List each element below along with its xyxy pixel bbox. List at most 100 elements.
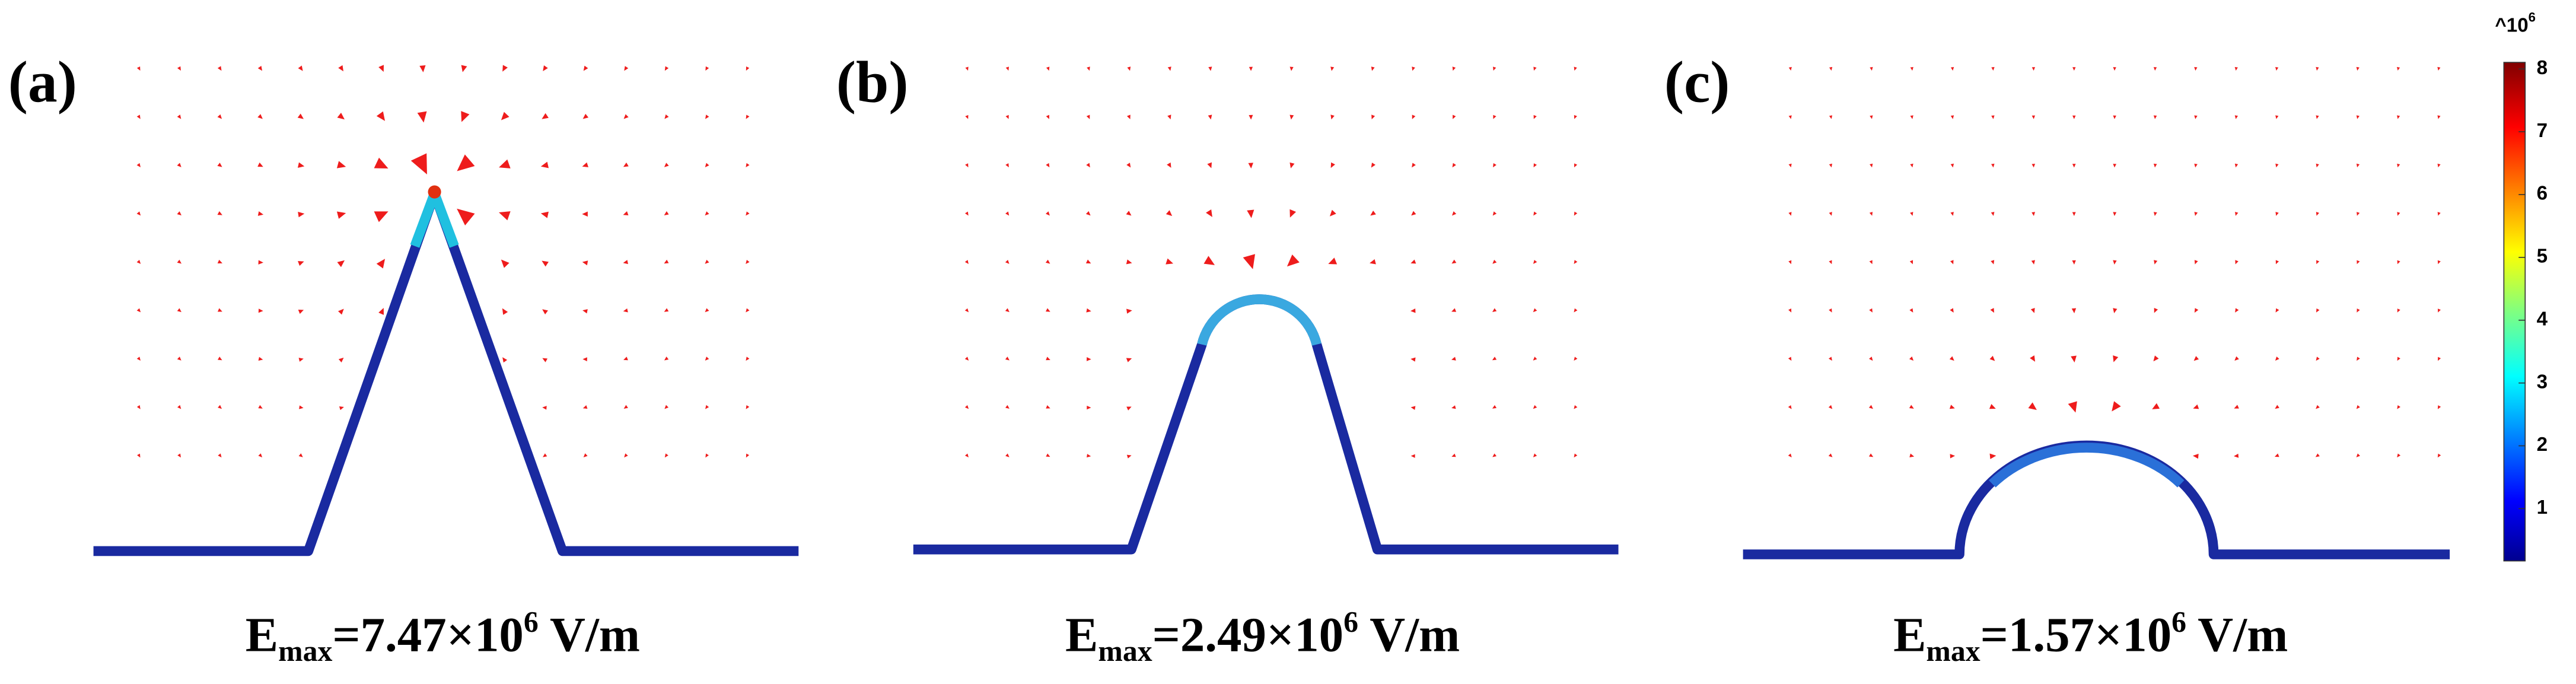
- field-arrow: [2316, 212, 2320, 216]
- field-arrow: [2030, 308, 2035, 313]
- field-arrow: [336, 161, 346, 168]
- field-arrow: [2234, 356, 2239, 361]
- field-arrow: [1126, 114, 1131, 120]
- field-arrow: [582, 113, 589, 119]
- field-arrow: [217, 357, 222, 361]
- field-arrow: [664, 453, 668, 458]
- field-arrow: [298, 310, 304, 314]
- field-arrow: [299, 405, 304, 409]
- field-arrow: [1085, 259, 1091, 264]
- field-arrow: [1086, 308, 1091, 313]
- field-arrow: [1330, 114, 1335, 120]
- structure-a: [93, 189, 799, 556]
- field-arrow: [1574, 453, 1578, 458]
- field-arrow: [1990, 308, 1994, 313]
- field-arrow: [1950, 212, 1954, 216]
- colorbar-tick-label: 1: [2537, 497, 2548, 518]
- field-arrow: [2275, 163, 2279, 168]
- field-arrow: [378, 308, 384, 315]
- field-arrow: [217, 211, 222, 215]
- field-arrow: [623, 308, 628, 313]
- field-arrow: [2031, 212, 2036, 217]
- field-arrow: [664, 66, 669, 71]
- field-arrow: [2437, 163, 2441, 168]
- field-arrow: [1085, 211, 1091, 216]
- field-arrow: [1203, 256, 1215, 265]
- field-arrow: [1869, 308, 1873, 313]
- field-arrow: [1910, 163, 1913, 168]
- field-arrow: [964, 405, 969, 409]
- field-arrow: [1829, 260, 1832, 265]
- field-arrow: [1574, 357, 1578, 361]
- field-arrow: [2113, 212, 2117, 217]
- field-arrow: [582, 357, 587, 362]
- field-arrow: [1950, 115, 1954, 119]
- field-arrow: [2235, 212, 2239, 216]
- field-arrow: [1533, 114, 1537, 119]
- field-arrow: [1989, 453, 1997, 459]
- field-arrow: [2235, 260, 2239, 265]
- field-arrow: [177, 453, 181, 458]
- field-arrow: [1574, 211, 1578, 216]
- field-arrow: [338, 357, 344, 362]
- field-arrow: [2194, 308, 2199, 313]
- field-arrow: [1828, 405, 1833, 409]
- field-arrow: [2193, 404, 2199, 409]
- field-arrow: [1492, 453, 1497, 457]
- field-arrow: [1208, 114, 1212, 120]
- field-arrow: [705, 114, 709, 119]
- field-arrow: [1493, 66, 1496, 71]
- field-arrow: [2438, 357, 2441, 361]
- field-arrow: [1412, 114, 1416, 119]
- field-arrow: [746, 405, 750, 409]
- field-arrow: [1950, 454, 1956, 459]
- field-arrow: [1206, 209, 1212, 217]
- field-arrow: [1909, 356, 1914, 361]
- field-arrow: [1046, 357, 1050, 361]
- field-arrow: [1788, 260, 1792, 265]
- field-arrow: [338, 65, 343, 72]
- field-arrow: [1829, 308, 1832, 313]
- field-arrow: [2357, 212, 2360, 216]
- field-arrow: [1126, 211, 1132, 216]
- field-arrow: [1207, 162, 1212, 168]
- field-arrow: [1869, 357, 1873, 361]
- field-arrow: [217, 163, 222, 167]
- field-arrow: [1950, 163, 1954, 168]
- field-arrow: [2112, 401, 2121, 412]
- field-arrow: [2356, 66, 2360, 71]
- field-arrow: [664, 405, 669, 409]
- unit: V/m: [2186, 607, 2288, 662]
- panel-label: (c): [1664, 49, 1730, 115]
- field-arrow: [705, 66, 709, 71]
- field-arrow: [298, 358, 304, 362]
- field-arrow: [1989, 404, 1996, 409]
- field-arrow: [624, 453, 628, 458]
- field-arrow: [2113, 308, 2118, 313]
- field-arrow: [1451, 308, 1457, 312]
- field-arrow: [1087, 454, 1091, 458]
- field-arrow: [2316, 66, 2319, 71]
- field-arrow: [258, 357, 263, 361]
- field-arrow: [2438, 308, 2441, 313]
- panel-label: (b): [836, 49, 909, 115]
- field-arrow: [1451, 259, 1457, 264]
- field-arrow: [1046, 66, 1050, 71]
- field-arrow: [1126, 454, 1132, 459]
- field-arrow: [2234, 163, 2239, 168]
- field-arrow: [1243, 254, 1255, 269]
- field-arrow: [1870, 115, 1873, 119]
- field-arrow: [1451, 453, 1456, 457]
- field-arrow: [217, 114, 222, 119]
- field-arrow: [2397, 405, 2401, 409]
- field-arrow: [2397, 453, 2401, 458]
- field-arrow: [2030, 355, 2036, 362]
- field-arrow: [1869, 212, 1873, 216]
- field-arrow: [1087, 357, 1091, 361]
- field-arrow: [582, 309, 588, 314]
- field-arrow: [1909, 308, 1913, 313]
- colorbar: [2503, 62, 2526, 562]
- field-arrow: [2235, 308, 2239, 313]
- symbol: E: [1065, 607, 1098, 662]
- field-arrow: [1451, 357, 1456, 361]
